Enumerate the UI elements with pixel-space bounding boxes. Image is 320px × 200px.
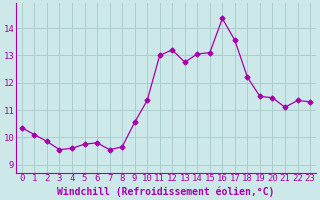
X-axis label: Windchill (Refroidissement éolien,°C): Windchill (Refroidissement éolien,°C)	[57, 186, 275, 197]
